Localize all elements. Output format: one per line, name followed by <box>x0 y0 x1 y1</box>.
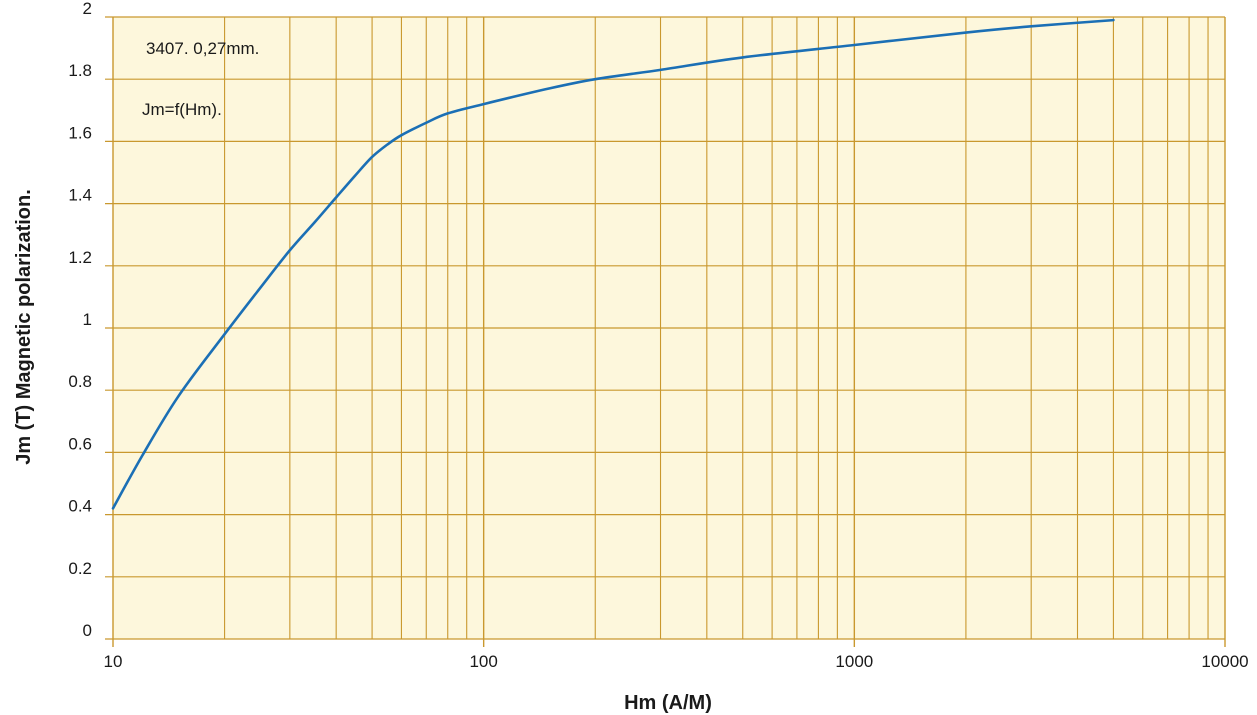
x-axis-ticks: 10 100 1000 10000 <box>104 652 1249 671</box>
y-tick-label: 1.2 <box>68 248 92 267</box>
y-tick-label: 0.6 <box>68 434 92 453</box>
y-tick-label: 1.8 <box>68 61 92 80</box>
annotation-material: 3407. 0,27mm. <box>146 39 259 58</box>
y-tick-label: 0.4 <box>68 497 92 516</box>
x-tick-label: 1000 <box>835 652 873 671</box>
x-tick-label: 10000 <box>1201 652 1248 671</box>
annotation-function: Jm=f(Hm). <box>142 100 222 119</box>
grid <box>105 16 1226 647</box>
x-axis-title: Hm (A/M) <box>624 692 712 714</box>
x-tick-label: 100 <box>469 652 497 671</box>
y-axis-title: Jm (T) Magnetic polarization. <box>13 189 35 465</box>
y-tick-label: 1.6 <box>68 123 92 142</box>
x-tick-label: 10 <box>104 652 123 671</box>
y-tick-label: 0 <box>83 621 92 640</box>
y-axis-ticks: 0 0.2 0.4 0.6 0.8 1 1.2 1.4 1.6 1.8 2 <box>68 0 92 640</box>
y-tick-label: 1.4 <box>68 186 92 205</box>
series-line <box>111 18 1115 510</box>
y-tick-label: 0.2 <box>68 559 92 578</box>
y-tick-label: 2 <box>83 0 92 18</box>
y-tick-label: 0.8 <box>68 372 92 391</box>
y-tick-label: 1 <box>83 310 92 329</box>
